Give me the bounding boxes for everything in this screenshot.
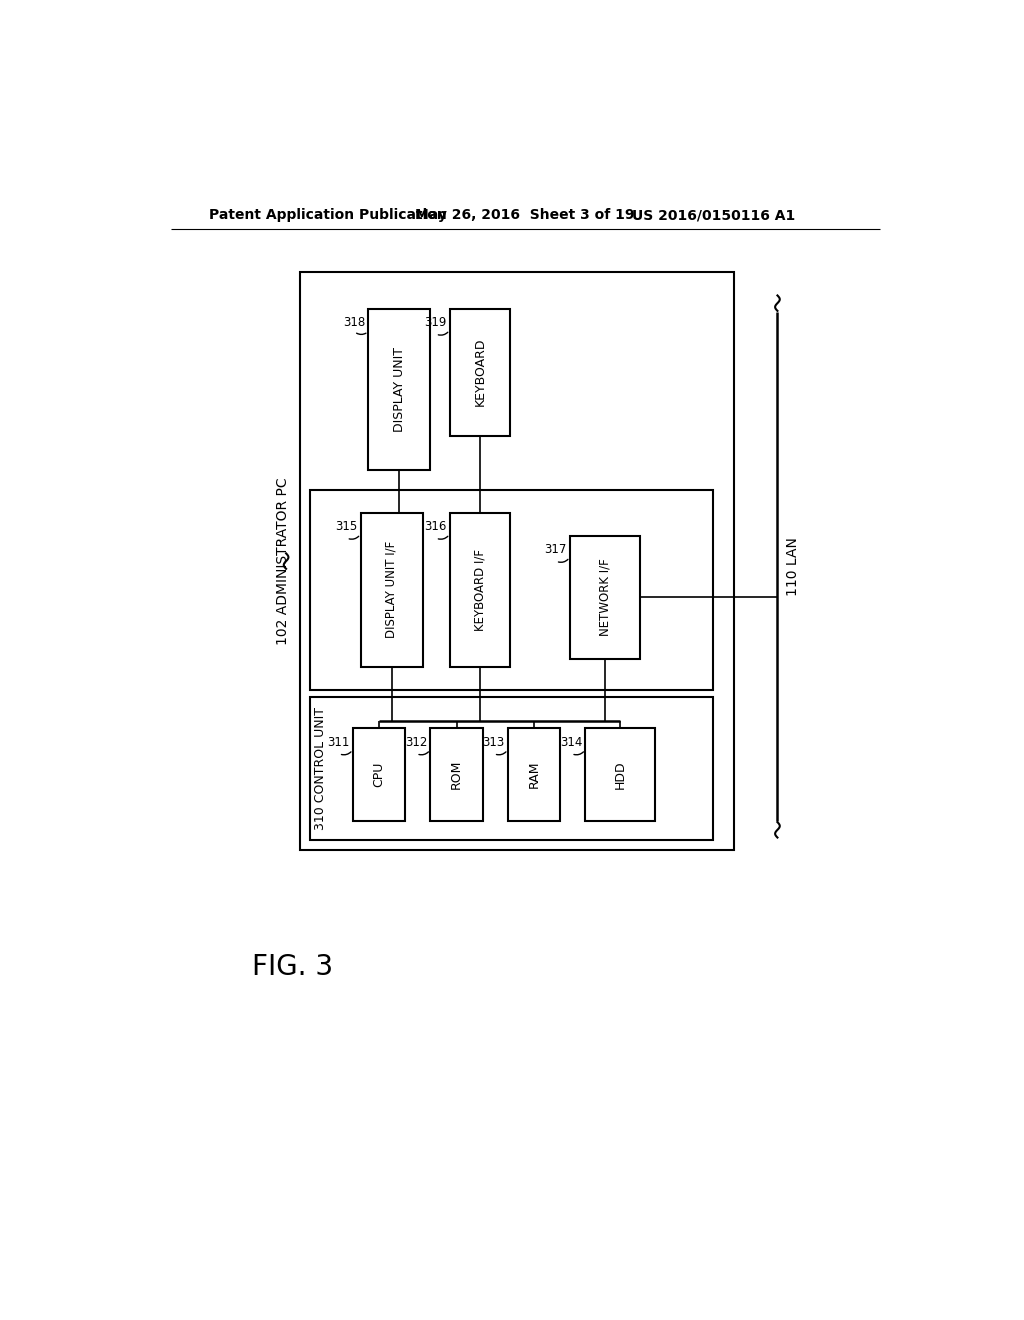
Bar <box>586 729 655 821</box>
Text: KEYBOARD I/F: KEYBOARD I/F <box>473 549 486 631</box>
Text: 315: 315 <box>335 520 357 533</box>
Bar <box>430 729 483 821</box>
Text: 316: 316 <box>424 520 446 533</box>
Bar <box>508 729 560 821</box>
Text: 311: 311 <box>328 735 349 748</box>
Text: 319: 319 <box>424 315 446 329</box>
Text: RAM: RAM <box>527 760 541 788</box>
Bar <box>450 309 510 436</box>
Bar <box>310 697 713 840</box>
Text: KEYBOARD: KEYBOARD <box>473 338 486 407</box>
Text: DISPLAY UNIT: DISPLAY UNIT <box>393 347 406 432</box>
Bar <box>369 309 430 470</box>
Text: 102 ADMINISTRATOR PC: 102 ADMINISTRATOR PC <box>276 478 290 645</box>
Text: 314: 314 <box>560 735 583 748</box>
Bar <box>300 272 734 850</box>
Text: Patent Application Publication: Patent Application Publication <box>209 209 447 222</box>
Text: NETWORK I/F: NETWORK I/F <box>598 558 611 636</box>
Text: 318: 318 <box>343 315 366 329</box>
Text: US 2016/0150116 A1: US 2016/0150116 A1 <box>632 209 795 222</box>
Text: May 26, 2016  Sheet 3 of 19: May 26, 2016 Sheet 3 of 19 <box>415 209 634 222</box>
Text: 317: 317 <box>545 543 566 556</box>
Bar <box>450 512 510 667</box>
Text: HDD: HDD <box>613 760 627 789</box>
Text: 110 LAN: 110 LAN <box>786 537 800 595</box>
Text: FIG. 3: FIG. 3 <box>252 953 333 981</box>
Bar <box>569 536 640 659</box>
Bar <box>352 729 406 821</box>
Text: ROM: ROM <box>451 760 463 789</box>
Text: 313: 313 <box>482 735 505 748</box>
Text: 312: 312 <box>404 735 427 748</box>
Text: 310 CONTROL UNIT: 310 CONTROL UNIT <box>314 708 328 830</box>
Text: CPU: CPU <box>373 762 386 787</box>
Bar <box>360 512 423 667</box>
Bar <box>310 490 713 689</box>
Text: DISPLAY UNIT I/F: DISPLAY UNIT I/F <box>385 541 398 639</box>
